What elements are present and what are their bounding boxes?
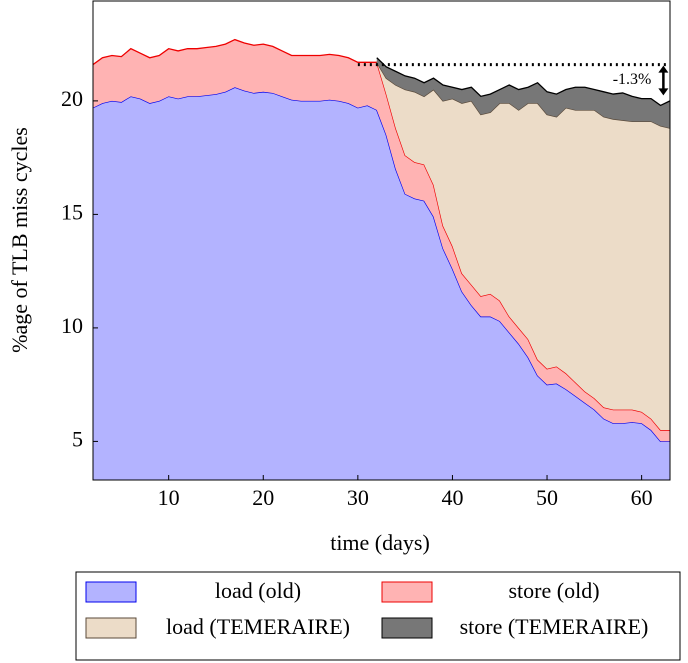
legend-box	[75, 571, 681, 661]
annotation-text: -1.3%	[613, 71, 652, 88]
x-tick-label: 30	[347, 485, 369, 510]
legend-swatch	[85, 581, 137, 603]
legend-swatch	[381, 581, 433, 603]
y-tick-label: 5	[72, 426, 83, 451]
arrow-head	[658, 65, 669, 73]
x-tick-label: 50	[536, 485, 558, 510]
legend-swatch	[85, 617, 137, 639]
legend-label: load (old)	[215, 578, 301, 603]
area-fill	[93, 39, 670, 442]
y-axis-title: %age of TLB miss cycles	[7, 127, 32, 353]
x-tick-label: 20	[252, 485, 274, 510]
x-tick-label: 40	[441, 485, 463, 510]
area-fill	[376, 57, 670, 129]
x-tick-label: 60	[631, 485, 653, 510]
y-tick-label: 15	[61, 199, 83, 224]
area-fill	[93, 87, 670, 480]
plot	[93, 38, 670, 480]
area-line	[376, 57, 670, 107]
y-tick-label: 20	[61, 86, 83, 111]
area-fill	[376, 62, 670, 431]
y-tick-label: 10	[61, 313, 83, 338]
arrow-head	[658, 88, 669, 96]
legend-label: load (TEMERAIRE)	[166, 614, 350, 639]
legend-swatch	[381, 617, 433, 639]
x-tick-label: 10	[158, 485, 180, 510]
plot-frame	[92, 0, 671, 481]
legend-label: store (TEMERAIRE)	[460, 614, 649, 639]
x-axis-title: time (days)	[330, 530, 430, 555]
legend-label: store (old)	[508, 578, 599, 603]
